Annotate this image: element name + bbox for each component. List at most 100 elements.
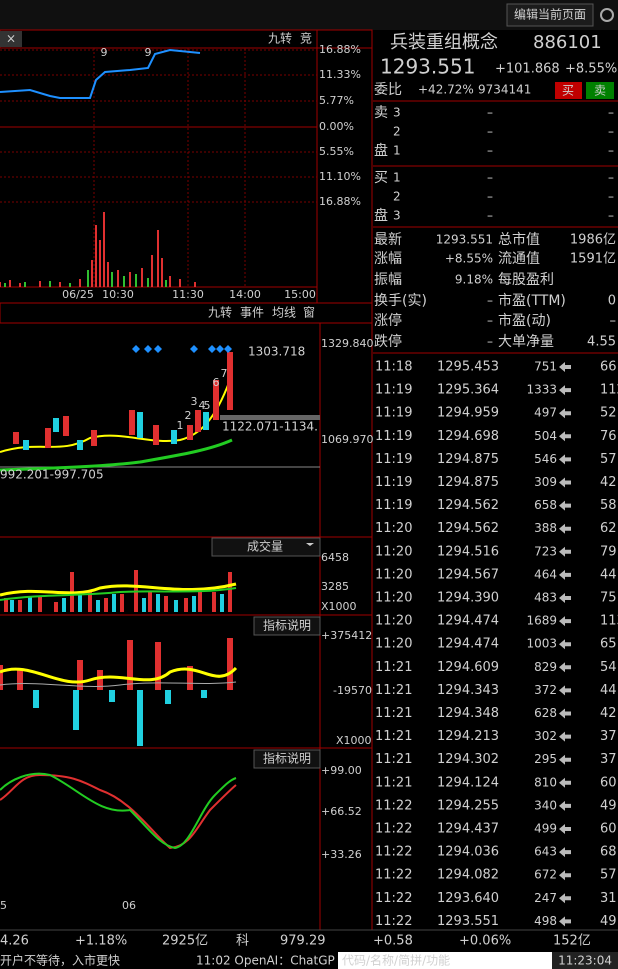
stat-value: – — [610, 314, 617, 329]
settings-icon[interactable] — [600, 8, 614, 22]
trade-amount: 76 — [600, 429, 617, 444]
trade-price: 1294.567 — [437, 567, 499, 582]
footer-item: 979.29 — [280, 934, 326, 949]
search-box[interactable] — [338, 952, 552, 969]
edit-button-label[interactable]: 编辑当前页面 — [514, 7, 586, 22]
trade-price: 1294.959 — [437, 406, 499, 421]
trade-time: 11:19 — [375, 452, 412, 467]
sequence-number: 3 — [191, 395, 198, 408]
sequence-number: 7 — [221, 367, 228, 380]
volume-title[interactable]: 成交量 — [247, 539, 283, 554]
y-axis-label: 5.55% — [319, 145, 354, 158]
tab[interactable]: 九转 — [268, 31, 292, 46]
sell-button[interactable] — [586, 82, 614, 99]
trade-time: 11:21 — [375, 706, 412, 721]
order-price: – — [487, 144, 493, 158]
clock-box — [552, 952, 618, 969]
trade-amount: 60 — [600, 775, 617, 790]
trade-time: 11:22 — [375, 891, 412, 906]
indicator-button-label[interactable]: 指标说明 — [263, 751, 311, 766]
trade-volume: 340 — [534, 798, 557, 812]
tab[interactable]: 九转 — [208, 305, 232, 320]
sequence-number: 6 — [213, 376, 220, 389]
trade-price: 1294.213 — [437, 729, 499, 744]
trade-volume: 1333 — [526, 383, 557, 397]
stock-name: 兵装重组概念 — [390, 31, 498, 53]
level: 1 — [393, 144, 401, 158]
volume-selector[interactable] — [211, 537, 321, 557]
trade-price: 1294.348 — [437, 706, 499, 721]
indicator-line — [0, 681, 237, 687]
trade-price: 1294.516 — [437, 544, 499, 559]
level: 1 — [393, 171, 401, 185]
trade-time: 11:19 — [375, 406, 412, 421]
trade-arrow — [559, 616, 571, 627]
indicator-line — [0, 773, 237, 850]
sequence-number: 1 — [177, 419, 184, 432]
trade-arrow — [559, 847, 571, 858]
sequence-number: 2 — [185, 409, 192, 422]
trade-arrow — [559, 916, 571, 927]
stat-value: 1293.551 — [436, 233, 493, 247]
order-price: – — [487, 171, 493, 185]
trade-arrow — [559, 893, 571, 904]
value: +42.72% — [418, 83, 474, 97]
trade-arrow — [559, 639, 571, 650]
tab[interactable]: 竞 — [300, 32, 312, 46]
trade-amount: 57 — [600, 452, 617, 467]
buy-button-label[interactable]: 买 — [562, 84, 574, 98]
edit-button[interactable] — [506, 3, 594, 27]
ticker-news[interactable]: 11:02 OpenAI：ChatGP — [196, 954, 335, 968]
trade-volume: 372 — [534, 683, 557, 697]
x-axis-label: 11:30 — [172, 288, 204, 301]
footer-item: 4.26 — [0, 934, 29, 949]
tab[interactable]: 均线 — [272, 306, 296, 320]
trade-time: 11:20 — [375, 614, 412, 629]
stat-label: 大单净量 — [498, 334, 554, 350]
footer-item: +0.06% — [459, 934, 511, 949]
x-axis-label: 15:00 — [284, 288, 316, 301]
trade-time: 11:21 — [375, 775, 412, 790]
signal-icons — [132, 345, 232, 353]
search-placeholder[interactable]: 代码/名称/简拼/功能 — [342, 953, 450, 968]
stat-label: 换手(实) — [374, 292, 427, 309]
y-axis-label: +99.00 — [321, 764, 362, 777]
close-icon[interactable]: × — [6, 32, 16, 46]
sell-button-label[interactable]: 卖 — [594, 84, 606, 98]
buy-button[interactable] — [555, 82, 582, 99]
y-axis-label: 16.88% — [319, 43, 361, 56]
y-axis-label: 3285 — [321, 580, 349, 593]
trade-amount: 79 — [600, 544, 617, 559]
ticker-promo: 开户不等待，入市更快 — [0, 953, 120, 968]
stat-label: 流通值 — [498, 251, 540, 267]
trade-time: 11:22 — [375, 845, 412, 860]
ma-line — [0, 438, 233, 472]
tab[interactable]: 事件 — [240, 306, 264, 320]
trade-arrow — [559, 800, 571, 811]
stat-label: 市盈(TTM) — [498, 292, 566, 309]
trade-amount: 66 — [600, 360, 617, 375]
trade-time: 11:21 — [375, 683, 412, 698]
tab[interactable]: 窗 — [303, 306, 315, 320]
side-label: 买 — [374, 170, 388, 186]
trade-volume: 643 — [534, 845, 557, 859]
trade-arrow — [559, 408, 571, 419]
price-change: +101.868 — [495, 62, 560, 77]
trade-price: 1294.082 — [437, 868, 499, 883]
trade-time: 11:19 — [375, 475, 412, 490]
side-label: 盘 — [374, 207, 388, 224]
signal: 9 — [145, 46, 152, 59]
trade-amount: 62 — [600, 521, 617, 536]
close-button[interactable] — [0, 31, 22, 47]
y-axis-label: 0.00% — [319, 120, 354, 133]
indicator-button[interactable] — [253, 616, 321, 636]
trade-volume: 1689 — [526, 614, 557, 628]
trade-time: 11:21 — [375, 729, 412, 744]
trade-time: 11:20 — [375, 637, 412, 652]
indicator-button[interactable] — [253, 749, 321, 769]
trade-price: 1294.875 — [437, 452, 499, 467]
price-label: 1122.071-1134. — [222, 420, 318, 434]
trade-volume: 672 — [534, 868, 557, 882]
trade-volume: 829 — [534, 660, 557, 674]
indicator-button-label[interactable]: 指标说明 — [263, 618, 311, 633]
